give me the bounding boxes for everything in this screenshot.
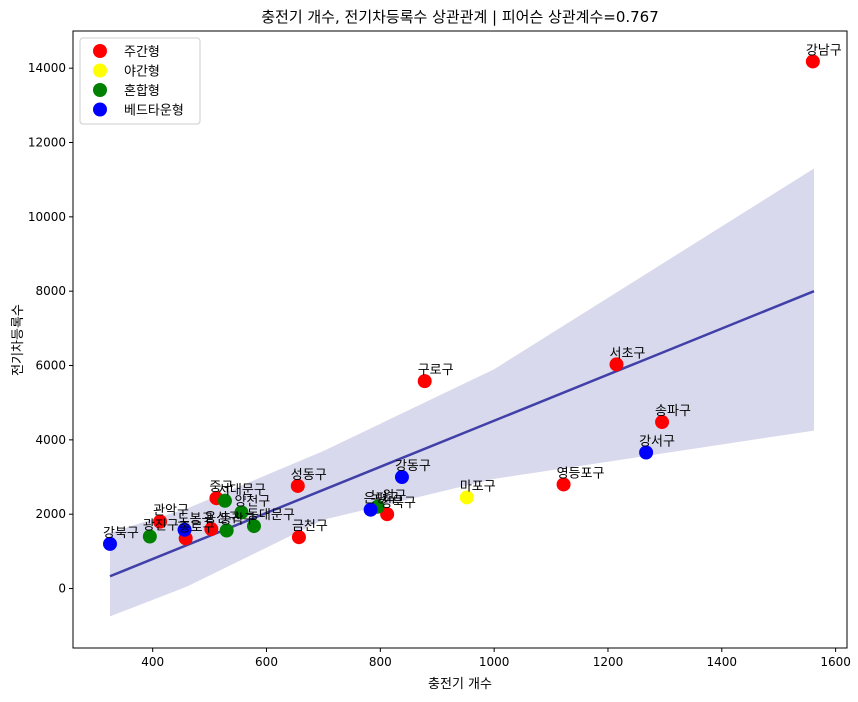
data-point — [204, 522, 219, 537]
data-point — [219, 523, 234, 538]
legend-label: 혼합형 — [124, 84, 160, 99]
y-tick-label: 14000 — [28, 61, 66, 75]
x-axis-label: 충전기 개수 — [428, 677, 492, 692]
point-label: 광진구 — [143, 518, 179, 533]
x-tick-label: 400 — [141, 655, 164, 669]
point-label: 강북구 — [103, 526, 139, 541]
legend-marker — [93, 102, 107, 117]
point-label: 동작구 — [220, 513, 256, 528]
x-tick-label: 1000 — [479, 655, 510, 669]
point-label: 강남구 — [806, 43, 842, 58]
data-point — [363, 502, 378, 517]
data-point — [805, 54, 820, 69]
y-tick-label: 10000 — [28, 210, 66, 224]
point-label: 마포구 — [460, 479, 496, 494]
legend-label: 야간형 — [124, 65, 160, 80]
axis-ticks: 400 600 800 1000 1200 1400 1600 0 2000 4000 6000 80… — [28, 61, 851, 669]
plot-frame — [72, 30, 848, 649]
data-point — [291, 530, 306, 545]
point-label: 용산구 — [204, 511, 240, 526]
y-tick-label: 6000 — [35, 359, 66, 373]
x-tick-label: 600 — [255, 655, 278, 669]
data-point — [177, 522, 192, 537]
legend-label: 베드타운형 — [124, 104, 184, 119]
point-label: 관악구 — [153, 504, 189, 519]
legend-label: 주간형 — [124, 45, 160, 60]
x-tick-label: 1200 — [593, 655, 624, 669]
data-point — [142, 529, 157, 544]
data-point — [394, 470, 409, 485]
data-point — [380, 507, 395, 522]
y-tick-label: 2000 — [35, 507, 66, 521]
x-tick-label: 1600 — [820, 655, 851, 669]
point-label: 성북구 — [380, 496, 416, 511]
point-label: 송파구 — [655, 404, 691, 419]
y-tick-label: 8000 — [35, 284, 66, 298]
legend-box — [79, 37, 201, 125]
y-tick-label: 12000 — [28, 136, 66, 150]
point-label: 양천구 — [234, 494, 270, 509]
data-point — [217, 493, 232, 508]
point-label: 강서구 — [639, 434, 675, 449]
data-point — [234, 505, 249, 520]
data-point — [609, 357, 624, 372]
y-axis-label: 전기차등록수 — [11, 304, 26, 376]
y-tick-label: 0 — [58, 582, 66, 596]
x-tick-label: 800 — [369, 655, 392, 669]
point-label: 노원구 — [370, 489, 406, 504]
x-tick-label: 1400 — [707, 655, 738, 669]
data-point — [290, 478, 305, 493]
data-point — [639, 445, 654, 460]
point-label: 금천구 — [292, 519, 328, 534]
data-point — [655, 415, 670, 430]
data-point — [556, 477, 571, 492]
point-label: 동대문구 — [247, 508, 295, 523]
data-point — [153, 514, 168, 529]
point-label: 도봉구 — [178, 512, 214, 527]
data-point — [246, 519, 261, 534]
point-label: 성동구 — [291, 468, 327, 483]
data-point — [459, 490, 474, 505]
legend-marker — [93, 83, 107, 97]
legend-marker — [93, 44, 107, 58]
point-label: 종로구 — [179, 520, 215, 535]
data-point — [102, 536, 117, 551]
chart-title: 충전기 개수, 전기차등록수 상관관계 | 피어슨 상관계수=0.767 — [261, 8, 659, 26]
point-label: 서초구 — [610, 346, 646, 361]
point-label: 강동구 — [395, 459, 431, 474]
point-label: 은평구 — [364, 492, 400, 507]
legend-marker — [93, 63, 107, 78]
point-label: 중구 — [209, 480, 233, 495]
data-points — [102, 54, 820, 551]
data-point — [417, 374, 432, 389]
y-tick-label: 4000 — [35, 433, 66, 447]
point-label: 서대문구 — [218, 483, 266, 498]
point-label: 구로구 — [418, 363, 454, 378]
point-label: 영등포구 — [557, 466, 605, 481]
